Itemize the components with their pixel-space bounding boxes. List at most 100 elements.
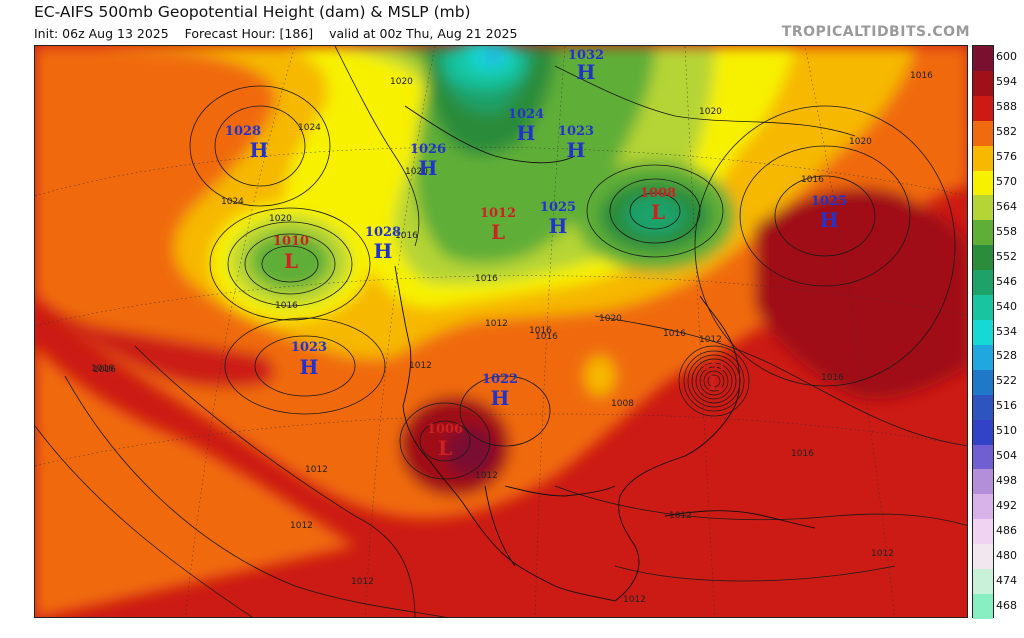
low-letter: L	[284, 249, 298, 273]
colorbar-label: 582	[996, 125, 1017, 139]
isobar-label: 1020	[405, 167, 428, 177]
band-546-east	[625, 196, 685, 236]
isobar-label: 1012	[475, 471, 498, 481]
colorbar-segment	[973, 295, 993, 320]
isobar	[699, 366, 729, 396]
isobar	[214, 105, 306, 187]
low-value: 1010	[273, 234, 309, 249]
isobar	[227, 221, 353, 307]
isobar-label: 1012	[699, 335, 722, 345]
low-letter: L	[708, 371, 722, 395]
isobar	[739, 145, 911, 287]
isobar-label: 1016	[529, 326, 552, 336]
isobar-label: 1012	[351, 577, 374, 587]
colorbar-segment	[973, 419, 993, 445]
isobar-label: 1012	[871, 549, 894, 559]
isobar-label: 1016	[93, 365, 116, 375]
high-letter: H	[300, 355, 319, 379]
isobar	[707, 374, 721, 388]
colorbar-segment	[973, 494, 993, 520]
isobar-label: 1012	[305, 465, 328, 475]
high-value: 1024	[508, 107, 544, 122]
band-576-midwest	[585, 356, 615, 396]
low-letter: L	[491, 220, 505, 244]
band-558-west	[250, 233, 330, 289]
high-value: 1032	[568, 48, 604, 63]
isobar	[459, 375, 551, 447]
init-time: Init: 06z Aug 13 2025	[34, 26, 169, 41]
isobar	[554, 65, 856, 137]
isobar-label: 1020	[269, 214, 292, 224]
isobar-label: 1012	[623, 595, 646, 605]
high-value: 1028	[365, 225, 401, 240]
colorbar-segment	[973, 245, 993, 271]
isobar-label: 1012	[669, 511, 692, 521]
high-letter: H	[250, 138, 269, 162]
high-value: 1028	[225, 124, 261, 139]
colorbar-label: 564	[996, 199, 1017, 213]
colorbar-segment	[973, 95, 993, 121]
high-letter: H	[567, 138, 586, 162]
isobar	[399, 402, 491, 480]
low-center: 1006 L	[427, 422, 463, 460]
colorbar-label: 522	[996, 374, 1017, 388]
colorbar-segment	[973, 220, 993, 246]
isobar-label: 1016	[791, 449, 814, 459]
colorbar-labels: 600 594 588 582 576 570 564 558 552 546 540 534 528 5…	[996, 45, 1024, 618]
baja-coastline	[484, 485, 516, 567]
high-value: 1023	[558, 124, 594, 139]
colorbar-label: 600	[996, 50, 1017, 64]
arctic-coastline	[404, 105, 576, 164]
longitude-line	[184, 46, 296, 617]
isobar-label: 1016	[910, 71, 933, 81]
high-center: 1024 H	[508, 107, 544, 145]
isobar-label: 1016	[821, 373, 844, 383]
colorbar-label: 498	[996, 473, 1017, 487]
isobar-label: 1016	[801, 175, 824, 185]
high-center: 1025 H	[540, 200, 576, 238]
isobar-label: 1020	[390, 77, 413, 87]
colorbar-label: 570	[996, 175, 1017, 189]
isobar	[609, 178, 701, 244]
isobar-label: 1024	[298, 123, 321, 133]
colorbar-segment	[973, 120, 993, 146]
height-field	[35, 46, 967, 617]
longitude-line	[684, 46, 716, 617]
low-letter: L	[651, 200, 665, 224]
isobar	[629, 192, 681, 230]
colorbar-label: 552	[996, 249, 1017, 263]
isobar	[35, 425, 253, 617]
isobar-label: 1016	[275, 301, 298, 311]
colorbar-label: 558	[996, 224, 1017, 238]
colorbar-segment	[973, 145, 993, 171]
pressure-systems: 1028 H 1032 H 1024 H 1026 H 1023 H 1010 …	[225, 48, 847, 460]
forecast-hour: Forecast Hour: [186]	[184, 26, 314, 41]
low-center-hurricane: 951 L	[703, 360, 726, 395]
colorbar-label: 516	[996, 399, 1017, 413]
isobar-labels: 1020 1024 1024 1020 1016 1016 1016 1020 …	[91, 71, 933, 605]
colorbar-label: 540	[996, 299, 1017, 313]
colorbar-segment	[973, 70, 993, 96]
band-582-sw	[35, 346, 355, 617]
colorbar-label: 480	[996, 548, 1017, 562]
colorbar-segment	[973, 344, 993, 370]
high-letter: H	[419, 156, 438, 180]
east-coastline	[614, 295, 741, 602]
isobar	[244, 233, 336, 295]
band-528	[483, 49, 503, 63]
band-600-sw	[445, 426, 495, 476]
high-center: 1023 H	[291, 340, 327, 379]
colorbar-segment	[973, 519, 993, 545]
high-letter: H	[820, 208, 839, 232]
low-letter: L	[438, 436, 452, 460]
coastlines	[394, 105, 816, 602]
band-588-ne-pacific	[35, 296, 275, 388]
low-value: 1006	[427, 422, 463, 437]
colorbar-label: 504	[996, 449, 1017, 463]
colorbar-label: 474	[996, 573, 1017, 587]
colorbar-segment	[973, 444, 993, 470]
isobar	[554, 485, 967, 526]
isobar	[419, 420, 471, 462]
longitude-line	[534, 46, 566, 617]
isobar-label: 1016	[535, 332, 558, 342]
